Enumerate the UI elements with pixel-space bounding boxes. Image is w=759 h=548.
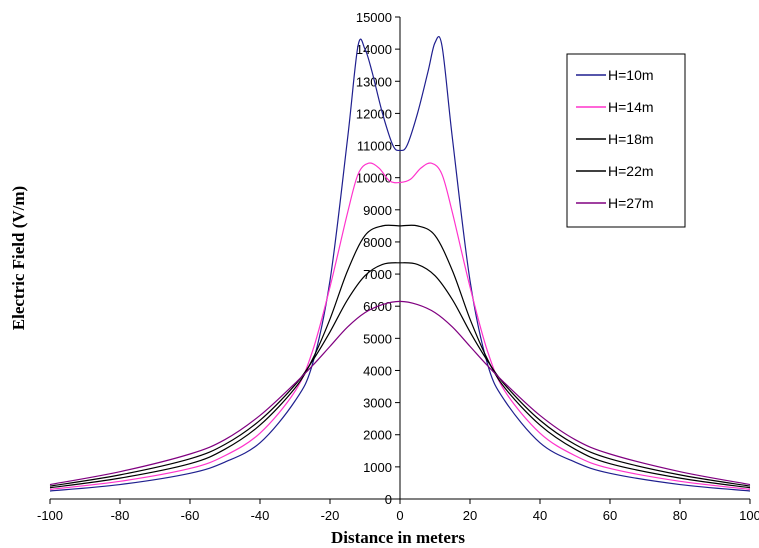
y-axis-title: Electric Field (V/m) [9, 186, 28, 330]
x-tick-label: -40 [251, 508, 270, 523]
y-tick-label: 14000 [356, 42, 392, 57]
y-tick-label: 2000 [363, 428, 392, 443]
legend-label-2: H=14m [608, 99, 654, 115]
legend-box [566, 53, 686, 228]
x-tick-label: -20 [321, 508, 340, 523]
y-tick-label: 10000 [356, 171, 392, 186]
x-tick-label: -80 [111, 508, 130, 523]
y-tick-label: 13000 [356, 74, 392, 89]
x-tick-label: 0 [396, 508, 403, 523]
series-lines [49, 36, 751, 492]
legend-label-1: H=10m [608, 67, 654, 83]
series-line-2 [49, 162, 751, 490]
y-tick-label: 8000 [363, 235, 392, 250]
series-line-1 [49, 36, 751, 492]
y-tick-label: 1000 [363, 460, 392, 475]
y-tick-label: 11000 [357, 139, 392, 154]
legend-label-5: H=27m [608, 195, 654, 211]
legend: H=10m H=14m H=18m H=22m H=27m [566, 53, 686, 228]
y-tick-label: 5000 [363, 331, 392, 346]
x-ticks: -100 -80 -60 -40 -20 0 20 40 60 80 100 [37, 499, 759, 523]
series-line-4 [49, 262, 751, 487]
legend-label-3: H=18m [608, 131, 654, 147]
x-tick-label: 100 [739, 508, 759, 523]
y-tick-label: 12000 [356, 106, 392, 121]
x-tick-label: 60 [603, 508, 617, 523]
x-axis-title: Distance in meters [331, 528, 465, 547]
x-tick-label: -60 [181, 508, 200, 523]
x-tick-label: 80 [673, 508, 687, 523]
y-tick-label: 9000 [363, 203, 392, 218]
x-tick-label: 20 [463, 508, 477, 523]
legend-entries: H=10m H=14m H=18m H=22m H=27m [576, 67, 654, 211]
y-tick-label: 4000 [363, 363, 392, 378]
series-line-5 [49, 300, 751, 486]
x-tick-label: -100 [37, 508, 63, 523]
y-tick-label: 15000 [356, 10, 392, 25]
x-tick-label: 40 [533, 508, 547, 523]
y-tick-label: 7000 [363, 267, 392, 282]
y-tick-label: 3000 [363, 396, 392, 411]
y-ticks: 0100020003000400050006000700080009000100… [356, 10, 400, 507]
y-tick-label: 0 [385, 492, 392, 507]
series-line-3 [49, 224, 751, 489]
legend-label-4: H=22m [608, 163, 654, 179]
